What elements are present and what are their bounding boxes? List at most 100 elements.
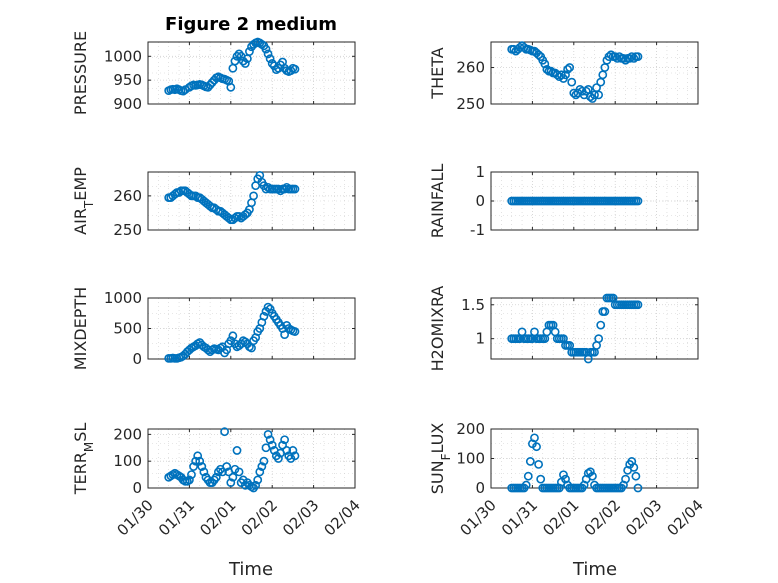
data-point [534,50,544,60]
data-point [240,59,250,68]
data-point [234,467,244,477]
axes-box [490,297,699,360]
data-point [197,462,207,471]
data-point [228,331,238,341]
data-point [222,462,232,471]
y-tick-label: 950 [113,71,142,89]
x-tick-label: 02/01 [196,496,239,539]
data-point [571,90,581,100]
data-point [265,435,275,445]
data-point [265,54,275,64]
data-point [255,467,265,477]
data-point [189,462,198,471]
y-axis-label: MIXDEPTH [71,287,90,370]
y-tick-label: 200 [456,420,485,438]
data-point [585,467,595,477]
x-tick-label: 02/03 [279,496,322,539]
y-tick-label: 0 [132,350,142,368]
figure-title: Figure 2 medium [165,14,337,35]
data-point [534,459,544,469]
x-tick-label: 02/01 [539,496,582,539]
x-tick-label: 01/30 [114,496,157,539]
data-point [629,462,639,472]
data-point [621,474,630,484]
subplot: 900 950 1000 PRESSURE [71,31,356,115]
subplot: -1 0 1 RAINFALL [428,163,699,239]
data-point [232,446,242,455]
data-point [604,52,614,61]
data-point [211,472,221,482]
axes-box [490,41,699,105]
data-point [286,66,296,76]
data-point [633,196,643,206]
subplot: 1 1.5 H2OMIXRA [428,286,699,372]
y-tick-label: 500 [113,320,142,338]
x-axis-label-left: Time [228,559,273,580]
x-tick-label: 02/04 [321,496,364,539]
y-axis-label: TERRMSL [71,423,96,496]
data-point [633,52,643,61]
data-point [224,213,234,223]
data-point [263,302,273,312]
data-point [203,345,213,355]
y-axis-label: THETA [428,47,447,99]
y-tick-label: 100 [113,452,142,470]
data-point [251,480,261,490]
data-point [614,52,624,61]
data-point [226,82,236,92]
y-axis-label: SUNFLUX [428,423,453,495]
x-tick-label: 02/04 [664,496,707,539]
data-point [600,307,610,316]
y-tick-label: 1 [475,163,485,181]
data-point [280,435,290,445]
data-point [193,451,203,461]
data-point [563,64,572,74]
y-axis-label: PRESSURE [71,31,90,115]
data-point [559,470,568,480]
data-point [629,54,639,63]
data-point [631,471,641,481]
data-point [230,56,240,66]
y-tick-label: 0 [475,192,485,210]
data-point [261,184,271,194]
data-point [621,55,630,65]
data-point [585,92,595,102]
x-tick-label: 02/03 [622,496,665,539]
data-point [267,440,277,450]
data-point [187,470,196,479]
data-point [627,52,637,61]
y-axis-label: AIRTEMP [71,167,96,235]
data-point [184,475,194,485]
y-tick-label: 0 [132,479,142,497]
x-tick-label: 01/31 [155,496,198,539]
data-point [259,456,269,466]
y-tick-label: 1000 [104,47,142,65]
y-tick-label: -1 [470,221,485,239]
y-tick-label: 260 [456,59,485,77]
data-point [594,334,604,344]
y-tick-label: 200 [113,425,142,443]
data-point [290,184,300,194]
y-tick-label: 260 [113,187,142,205]
data-point [230,213,240,223]
data-point [267,59,277,68]
data-point [540,59,550,69]
y-axis-label: H2OMIXRA [428,286,447,372]
data-point [261,44,271,54]
data-point [542,64,552,74]
data-point [606,50,616,60]
data-point [240,210,250,220]
data-point [234,49,244,59]
subplot: 250 260 THETA [428,41,699,113]
data-point [594,90,604,100]
data-point [199,467,209,477]
data-point [521,480,531,490]
data-point [525,457,535,466]
data-point [530,433,539,443]
subplot: 250 260 AIRTEMP [71,167,356,239]
y-tick-label: 250 [456,95,485,113]
data-point [596,320,606,330]
y-tick-label: 1000 [104,289,142,307]
